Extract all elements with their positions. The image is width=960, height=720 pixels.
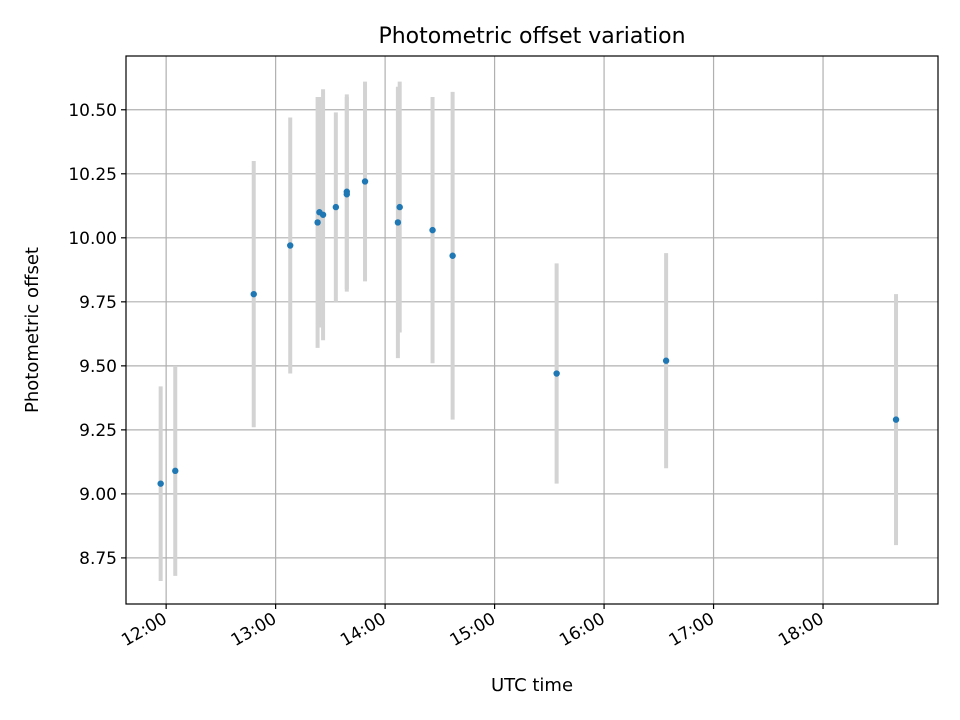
- y-tick-label: 9.50: [79, 357, 117, 377]
- y-axis-label: Photometric offset: [22, 247, 43, 413]
- x-axis-label: UTC time: [491, 675, 573, 696]
- y-tick-label: 9.25: [79, 421, 117, 441]
- y-tick-label: 10.00: [68, 229, 117, 249]
- y-tick-label: 10.50: [68, 101, 117, 121]
- y-axis-ticks: 8.75 9.00 9.25 9.50 9.75 10.00 10.25 10.50: [68, 101, 126, 569]
- data-point: [361, 178, 369, 185]
- data-point: [314, 219, 321, 226]
- data-points: [157, 178, 900, 487]
- data-point: [343, 191, 350, 198]
- data-point: [319, 211, 327, 218]
- y-tick-label: 9.00: [79, 485, 117, 505]
- grid: [126, 56, 938, 604]
- data-point: [662, 357, 670, 364]
- plot-frame: [125, 55, 939, 605]
- data-point: [394, 219, 402, 226]
- y-tick-label: 9.75: [79, 293, 117, 313]
- chart-title: Photometric offset variation: [378, 24, 685, 49]
- data-point: [429, 226, 436, 234]
- data-point: [172, 467, 179, 475]
- data-point: [332, 203, 340, 211]
- y-tick-label: 10.25: [68, 165, 117, 185]
- data-point: [892, 416, 900, 423]
- data-point: [449, 252, 456, 259]
- data-point: [553, 370, 560, 377]
- data-point: [157, 480, 164, 487]
- data-point: [287, 242, 294, 249]
- data-point: [396, 203, 403, 211]
- data-point: [250, 290, 257, 298]
- y-tick-label: 8.75: [79, 549, 117, 569]
